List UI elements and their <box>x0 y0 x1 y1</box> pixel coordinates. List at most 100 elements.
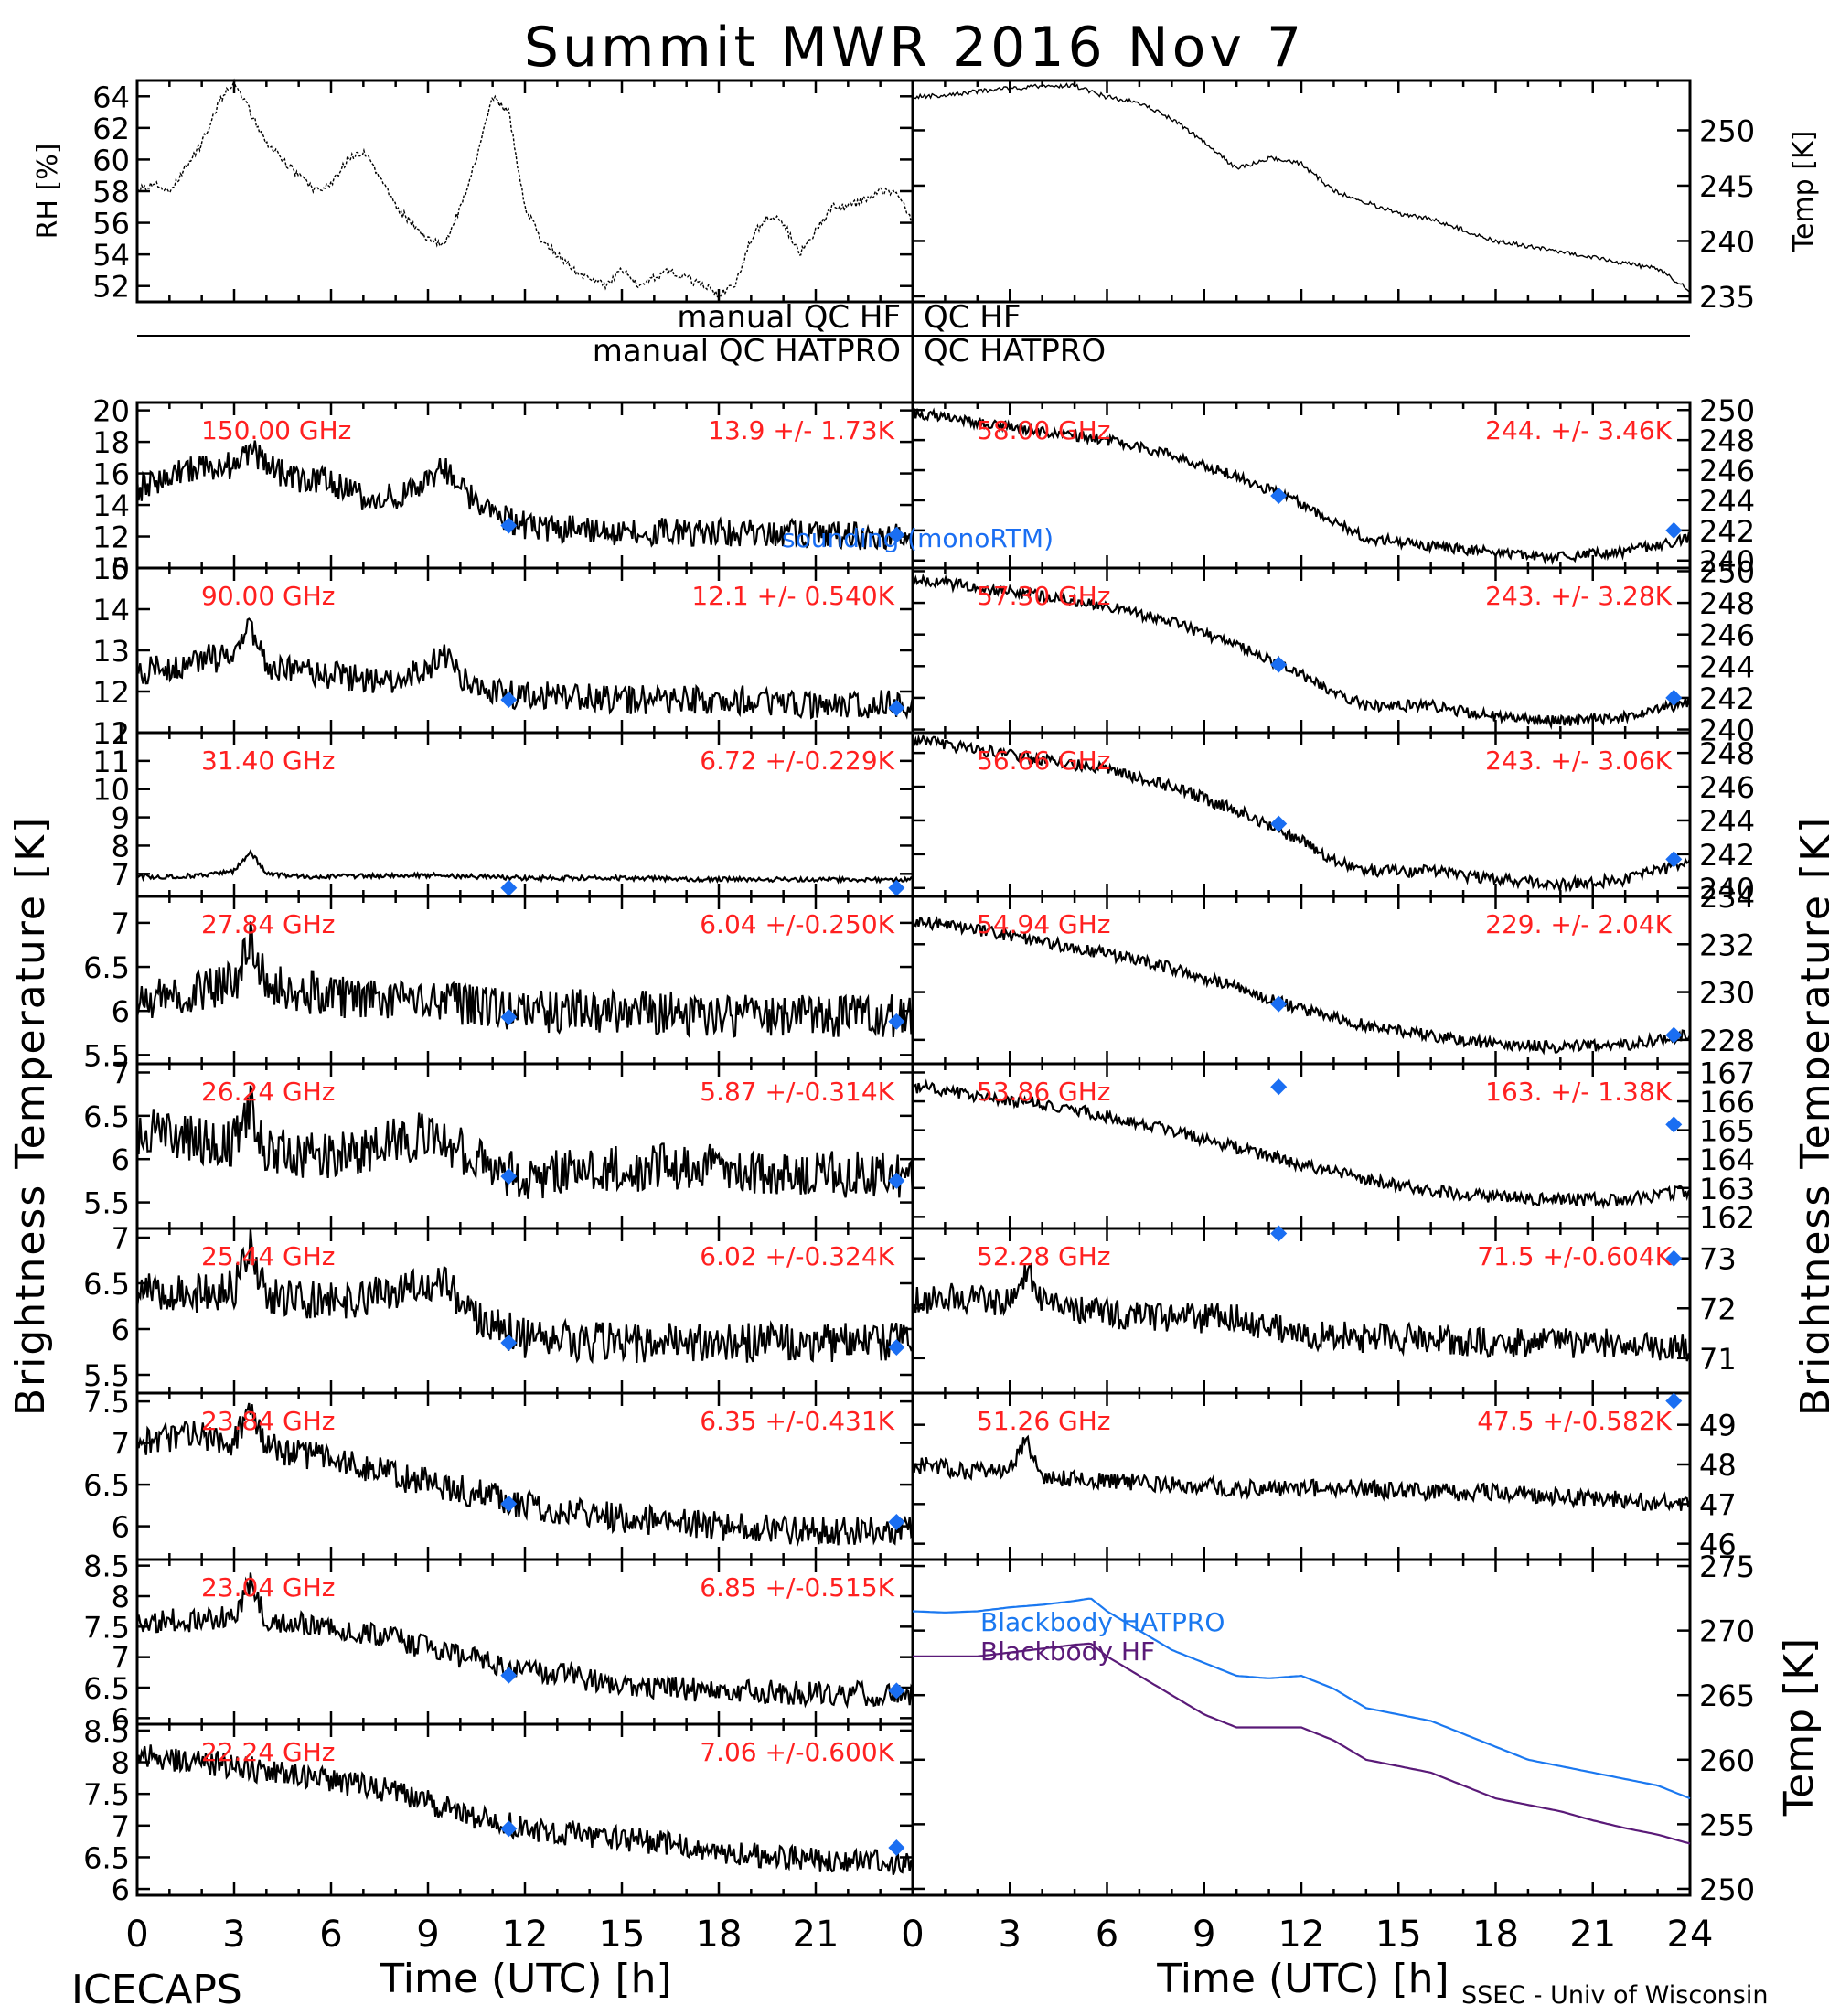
y-tick-label: 164 <box>1699 1142 1755 1177</box>
y-tick-label: 246 <box>1699 770 1755 805</box>
x-axis-label-left: Time (UTC) [h] <box>379 1956 671 2002</box>
panel-r5126: 46 47 48 49 51.26 GHz 47.5 +/-0.582K <box>911 1391 1737 1562</box>
frequency-label: 23.04 GHz <box>201 1572 336 1603</box>
sounding-marker <box>888 879 905 896</box>
y-tick-label: 162 <box>1699 1200 1755 1235</box>
y-tick-label: 6.5 <box>83 950 130 985</box>
sounding-marker <box>1270 488 1288 505</box>
sounding-marker <box>888 526 905 543</box>
y-tick-label: 7 <box>112 1809 130 1844</box>
panel-l2544: 5.5 6 6.5 7 25.44 GHz 6.02 +/-0.324K <box>83 1221 914 1395</box>
y-tick-label: 234 <box>1699 880 1755 915</box>
x-tick-label: 21 <box>1569 1914 1616 1956</box>
y-tick-label: 248 <box>1699 586 1755 621</box>
y-tick-label: 12 <box>92 520 130 555</box>
frequency-label: 90.00 GHz <box>201 581 336 611</box>
stats-label: 6.72 +/-0.229K <box>700 745 894 776</box>
y-tick-label: 13 <box>92 634 130 669</box>
y-tick-label: 7 <box>112 906 130 941</box>
sounding-marker <box>888 1514 905 1531</box>
y-tick-label: 5.5 <box>83 1186 130 1221</box>
series-trace-r5494 <box>911 916 1692 1056</box>
y-axis-label-bb: Temp [K] <box>1776 1638 1823 1817</box>
y-tick-label: 64 <box>92 80 130 114</box>
sounding-marker <box>500 879 518 896</box>
y-tick-label: 163 <box>1699 1172 1755 1206</box>
x-tick-label: 12 <box>502 1914 549 1956</box>
y-tick-label: 248 <box>1699 424 1755 458</box>
y-tick-label: 9 <box>112 801 130 836</box>
sounding-marker <box>1270 995 1288 1013</box>
frequency-label: 57.30 GHz <box>977 581 1111 611</box>
y-tick-label: 7 <box>112 1221 130 1256</box>
y-tick-label: 275 <box>1699 1550 1755 1584</box>
y-axis-label-temp: Temp [K] <box>1788 131 1820 253</box>
sounding-marker <box>888 1172 905 1189</box>
stats-label: 6.04 +/-0.250K <box>700 909 894 939</box>
sounding-marker <box>1665 1116 1683 1133</box>
footer-icecaps: ICECAPS <box>71 1967 242 2012</box>
y-tick-label: 250 <box>1699 393 1755 428</box>
stats-label: 243. +/- 3.06K <box>1485 745 1672 776</box>
panel-r5494: 228 230 232 234 54.94 GHz 229. +/- 2.04K <box>911 880 1755 1066</box>
panel-frame <box>911 79 1692 304</box>
x-tick-label: 15 <box>1375 1914 1422 1956</box>
sounding-marker <box>500 1496 518 1513</box>
y-tick-label: 232 <box>1699 928 1755 962</box>
y-tick-label: 8 <box>112 829 130 863</box>
stats-label: 243. +/- 3.28K <box>1485 581 1672 611</box>
sounding-legend: sounding (monoRTM) <box>782 523 1054 553</box>
y-tick-label: 8 <box>112 1746 130 1781</box>
panel-l2304: 66.577.588.5 23.04 GHz 6.85 +/-0.515K <box>83 1550 914 1736</box>
series-trace-temp <box>912 82 1691 294</box>
series-trace-l2624 <box>135 1085 914 1199</box>
frequency-label: 54.94 GHz <box>977 909 1111 939</box>
frequency-label: 31.40 GHz <box>201 745 336 776</box>
sounding-marker <box>500 517 518 534</box>
stats-label: 12.1 +/- 0.540K <box>691 581 894 611</box>
y-tick-label: 228 <box>1699 1024 1755 1058</box>
y-tick-label: 248 <box>1699 736 1755 771</box>
y-tick-label: 18 <box>92 425 130 460</box>
sounding-marker <box>500 692 518 708</box>
sounding-marker <box>500 1667 518 1684</box>
y-tick-label: 8 <box>112 1580 130 1614</box>
y-tick-label: 244 <box>1699 649 1755 684</box>
frequency-label: 52.28 GHz <box>977 1241 1111 1271</box>
frequency-label: 22.24 GHz <box>201 1737 336 1767</box>
series-trace-l2784 <box>135 921 914 1039</box>
y-tick-label: 250 <box>1699 1872 1755 1907</box>
y-axis-label-rh: RH [%] <box>32 144 64 240</box>
y-tick-label: 12 <box>92 716 130 751</box>
series-trace-r5666 <box>912 734 1692 893</box>
y-tick-label: 5.5 <box>83 1038 130 1073</box>
series-trace-l150 <box>135 440 914 551</box>
y-tick-label: 6 <box>112 1701 130 1736</box>
panel-temp: 235 240 245 250 Temp [K] <box>911 79 1820 315</box>
y-tick-label: 48 <box>1699 1448 1737 1483</box>
y-tick-label: 270 <box>1699 1614 1755 1649</box>
y-tick-label: 265 <box>1699 1678 1755 1713</box>
y-tick-label: 242 <box>1699 681 1755 716</box>
y-tick-label: 20 <box>92 394 130 429</box>
sounding-marker <box>1665 1392 1683 1410</box>
y-tick-label: 230 <box>1699 976 1755 1011</box>
y-tick-label: 15 <box>92 552 130 586</box>
y-tick-label: 54 <box>92 238 130 273</box>
sounding-marker <box>1270 815 1288 832</box>
sounding-marker <box>1665 1249 1683 1267</box>
y-tick-label: 60 <box>92 143 130 177</box>
sounding-marker <box>888 1339 905 1356</box>
y-tick-label: 260 <box>1699 1743 1755 1778</box>
stats-label: 229. +/- 2.04K <box>1485 909 1672 939</box>
y-tick-label: 235 <box>1699 280 1755 315</box>
sounding-marker <box>1665 689 1683 706</box>
series-trace-l2304 <box>135 1572 914 1710</box>
y-tick-label: 11 <box>92 716 130 751</box>
sounding-marker <box>1665 851 1683 868</box>
